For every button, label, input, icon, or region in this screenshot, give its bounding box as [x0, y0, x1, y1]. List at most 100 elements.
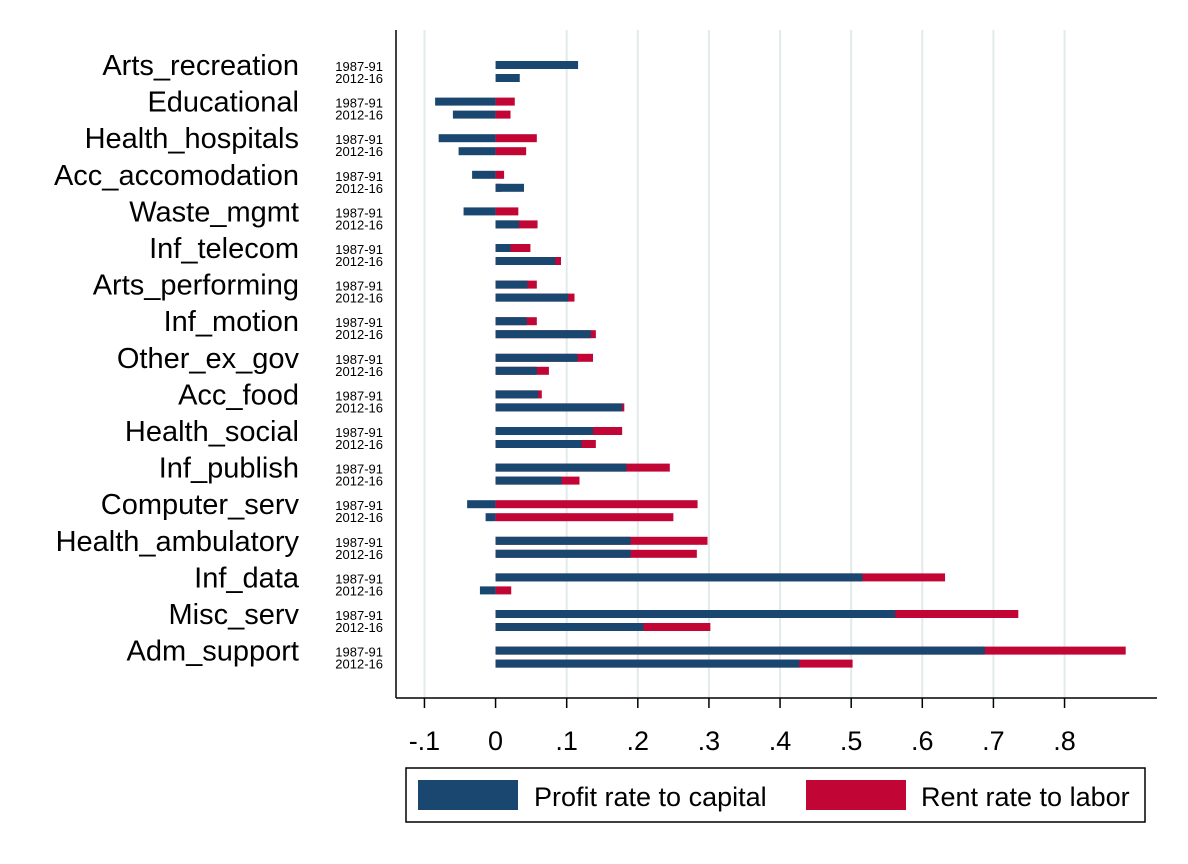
category-label: Inf_publish	[159, 453, 299, 485]
bar-rent	[495, 110, 511, 119]
category-label: Health_social	[125, 416, 299, 448]
period-label: 1987-91	[335, 205, 383, 220]
category-label: Misc_serv	[168, 599, 299, 631]
category-label: Waste_mgmt	[129, 196, 299, 228]
bar-profit	[495, 257, 556, 265]
period-label: 2012-16	[335, 291, 383, 306]
bar-profit	[495, 659, 800, 668]
period-label: 1987-91	[335, 59, 383, 74]
period-label: 1987-91	[335, 571, 383, 586]
period-label: 2012-16	[335, 144, 383, 159]
bar-profit	[495, 549, 631, 558]
bar-profit	[485, 513, 496, 522]
bar-profit	[472, 170, 496, 179]
bar-rent	[495, 134, 537, 143]
legend-swatch-rent	[806, 780, 906, 810]
legend-label-rent: Rent rate to labor	[921, 782, 1130, 812]
bar-profit	[435, 97, 496, 106]
bar-profit	[495, 390, 539, 399]
period-label: 1987-91	[335, 608, 383, 623]
bar-rent	[495, 97, 515, 106]
period-label: 2012-16	[335, 510, 383, 525]
bar-profit	[479, 586, 496, 595]
bar-rent	[495, 244, 531, 252]
category-label: Arts_performing	[93, 270, 299, 302]
x-tick-label: .8	[1053, 726, 1076, 756]
x-tick-label: .5	[840, 726, 863, 756]
period-label: 2012-16	[335, 254, 383, 269]
category-label: Inf_data	[194, 562, 300, 594]
bar-profit	[495, 330, 591, 339]
bar-profit	[438, 134, 496, 143]
x-tick-label: .2	[627, 726, 650, 756]
period-label: 1987-91	[335, 169, 383, 184]
bar-rent	[495, 170, 505, 179]
bar-profit	[495, 573, 863, 582]
period-label: 1987-91	[335, 425, 383, 440]
bar-profit	[452, 110, 496, 119]
category-label: Inf_motion	[164, 306, 299, 338]
bar-rent	[495, 513, 674, 522]
period-label: 1987-91	[335, 535, 383, 550]
period-label: 2012-16	[335, 71, 383, 86]
bar-rent	[495, 147, 527, 156]
legend-swatch-profit	[418, 780, 518, 810]
bar-profit	[463, 207, 496, 216]
x-tick-label: .4	[769, 726, 792, 756]
bar-profit	[495, 623, 644, 631]
gridlines	[423, 30, 1066, 698]
category-label: Acc_accomodation	[54, 160, 299, 192]
category-label: Inf_telecom	[149, 233, 299, 265]
category-label: Computer_serv	[101, 489, 300, 521]
period-label: 2012-16	[335, 437, 383, 452]
bar-profit	[495, 353, 578, 362]
category-label: Acc_food	[178, 379, 299, 411]
period-label: 1987-91	[335, 388, 383, 403]
category-label: Health_hospitals	[85, 123, 299, 155]
period-label: 2012-16	[335, 327, 383, 342]
bar-profit	[495, 610, 896, 618]
period-label: 1987-91	[335, 242, 383, 257]
period-label: 2012-16	[335, 108, 383, 123]
axes	[395, 30, 1157, 708]
bar-profit	[495, 366, 537, 375]
x-tick-label: -.1	[409, 726, 441, 756]
period-label: 1987-91	[335, 96, 383, 111]
x-tick-label: .6	[911, 726, 934, 756]
bar-profit	[495, 183, 525, 192]
x-tick-label: .1	[555, 726, 578, 756]
x-tick-label: .7	[982, 726, 1005, 756]
bar-rent	[495, 586, 512, 595]
period-label: 2012-16	[335, 583, 383, 598]
bar-profit	[495, 536, 631, 545]
category-label: Other_ex_gov	[117, 343, 300, 375]
bar-profit	[495, 244, 511, 252]
bar-profit	[495, 403, 623, 412]
period-label: 2012-16	[335, 547, 383, 562]
bar-profit	[495, 463, 627, 472]
period-label: 1987-91	[335, 498, 383, 513]
bar-profit	[467, 500, 496, 509]
period-label: 1987-91	[335, 645, 383, 660]
period-label: 2012-16	[335, 364, 383, 379]
period-label: 2012-16	[335, 217, 383, 232]
bar-profit	[495, 61, 579, 69]
x-tick-labels: -.1 0 .1 .2 .3 .4 .5 .6 .7 .8	[409, 726, 1076, 756]
bar-profit	[458, 147, 496, 156]
bars	[435, 61, 1126, 668]
x-tick-label: 0	[488, 726, 503, 756]
category-label: Arts_recreation	[102, 50, 299, 82]
legend-box	[405, 767, 1146, 823]
bar-profit	[495, 293, 569, 302]
period-label: 2012-16	[335, 400, 383, 415]
category-label: Health_ambulatory	[56, 526, 300, 558]
category-label: Adm_support	[127, 636, 300, 668]
period-label: 1987-91	[335, 352, 383, 367]
period-label: 2012-16	[335, 620, 383, 635]
category-label: Educational	[147, 87, 299, 119]
bar-profit	[495, 427, 594, 435]
bar-profit	[495, 476, 562, 485]
bar-rent	[495, 207, 519, 216]
period-label: 1987-91	[335, 132, 383, 147]
